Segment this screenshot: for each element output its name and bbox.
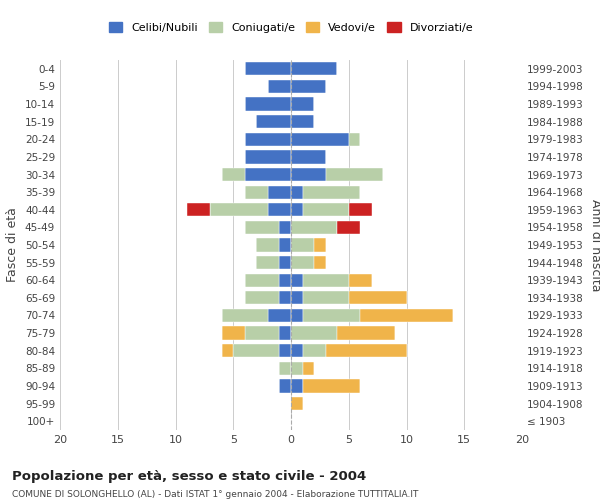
Bar <box>302 291 349 304</box>
Bar <box>291 344 302 358</box>
Bar <box>280 380 291 392</box>
Bar <box>302 186 360 198</box>
Bar <box>222 326 245 340</box>
Bar <box>337 326 395 340</box>
Bar <box>245 132 291 146</box>
Bar <box>280 326 291 340</box>
Bar <box>268 309 291 322</box>
Bar <box>245 186 268 198</box>
Bar <box>326 168 383 181</box>
Bar <box>349 203 372 216</box>
Bar <box>291 150 326 164</box>
Bar <box>291 362 302 375</box>
Bar <box>302 309 360 322</box>
Bar <box>291 62 337 76</box>
Bar <box>280 274 291 287</box>
Bar <box>326 344 407 358</box>
Text: COMUNE DI SOLONGHELLO (AL) - Dati ISTAT 1° gennaio 2004 - Elaborazione TUTTITALI: COMUNE DI SOLONGHELLO (AL) - Dati ISTAT … <box>12 490 418 499</box>
Bar <box>280 344 291 358</box>
Bar <box>291 256 314 269</box>
Bar <box>245 150 291 164</box>
Bar <box>291 238 314 252</box>
Bar <box>291 132 349 146</box>
Bar <box>291 80 326 93</box>
Bar <box>349 132 360 146</box>
Bar <box>337 221 360 234</box>
Bar <box>291 203 302 216</box>
Bar <box>268 203 291 216</box>
Bar <box>222 344 233 358</box>
Bar <box>245 62 291 76</box>
Bar <box>268 186 291 198</box>
Bar <box>302 203 349 216</box>
Bar <box>280 221 291 234</box>
Bar <box>349 291 407 304</box>
Bar <box>291 98 314 110</box>
Bar <box>280 238 291 252</box>
Bar <box>245 221 280 234</box>
Bar <box>268 80 291 93</box>
Bar <box>291 274 302 287</box>
Bar <box>256 256 280 269</box>
Bar <box>291 186 302 198</box>
Bar <box>291 397 302 410</box>
Bar <box>222 309 268 322</box>
Bar <box>349 274 372 287</box>
Bar <box>222 168 245 181</box>
Bar <box>256 238 280 252</box>
Bar <box>302 362 314 375</box>
Bar <box>245 326 280 340</box>
Text: Popolazione per età, sesso e stato civile - 2004: Popolazione per età, sesso e stato civil… <box>12 470 366 483</box>
Bar <box>280 362 291 375</box>
Bar <box>302 380 360 392</box>
Bar <box>291 380 302 392</box>
Legend: Celibi/Nubili, Coniugati/e, Vedovi/e, Divorziati/e: Celibi/Nubili, Coniugati/e, Vedovi/e, Di… <box>104 18 478 37</box>
Bar <box>291 115 314 128</box>
Bar <box>187 203 210 216</box>
Bar <box>291 291 302 304</box>
Bar <box>302 344 326 358</box>
Bar <box>280 291 291 304</box>
Bar <box>245 291 280 304</box>
Bar <box>314 256 326 269</box>
Bar <box>360 309 453 322</box>
Bar <box>245 98 291 110</box>
Bar <box>256 115 291 128</box>
Bar <box>291 326 337 340</box>
Bar <box>302 274 349 287</box>
Bar <box>291 168 326 181</box>
Bar <box>291 221 337 234</box>
Y-axis label: Fasce di età: Fasce di età <box>7 208 19 282</box>
Bar <box>280 256 291 269</box>
Bar <box>314 238 326 252</box>
Bar <box>233 344 280 358</box>
Bar <box>245 274 280 287</box>
Bar <box>245 168 291 181</box>
Y-axis label: Anni di nascita: Anni di nascita <box>589 198 600 291</box>
Bar <box>291 309 302 322</box>
Bar <box>210 203 268 216</box>
